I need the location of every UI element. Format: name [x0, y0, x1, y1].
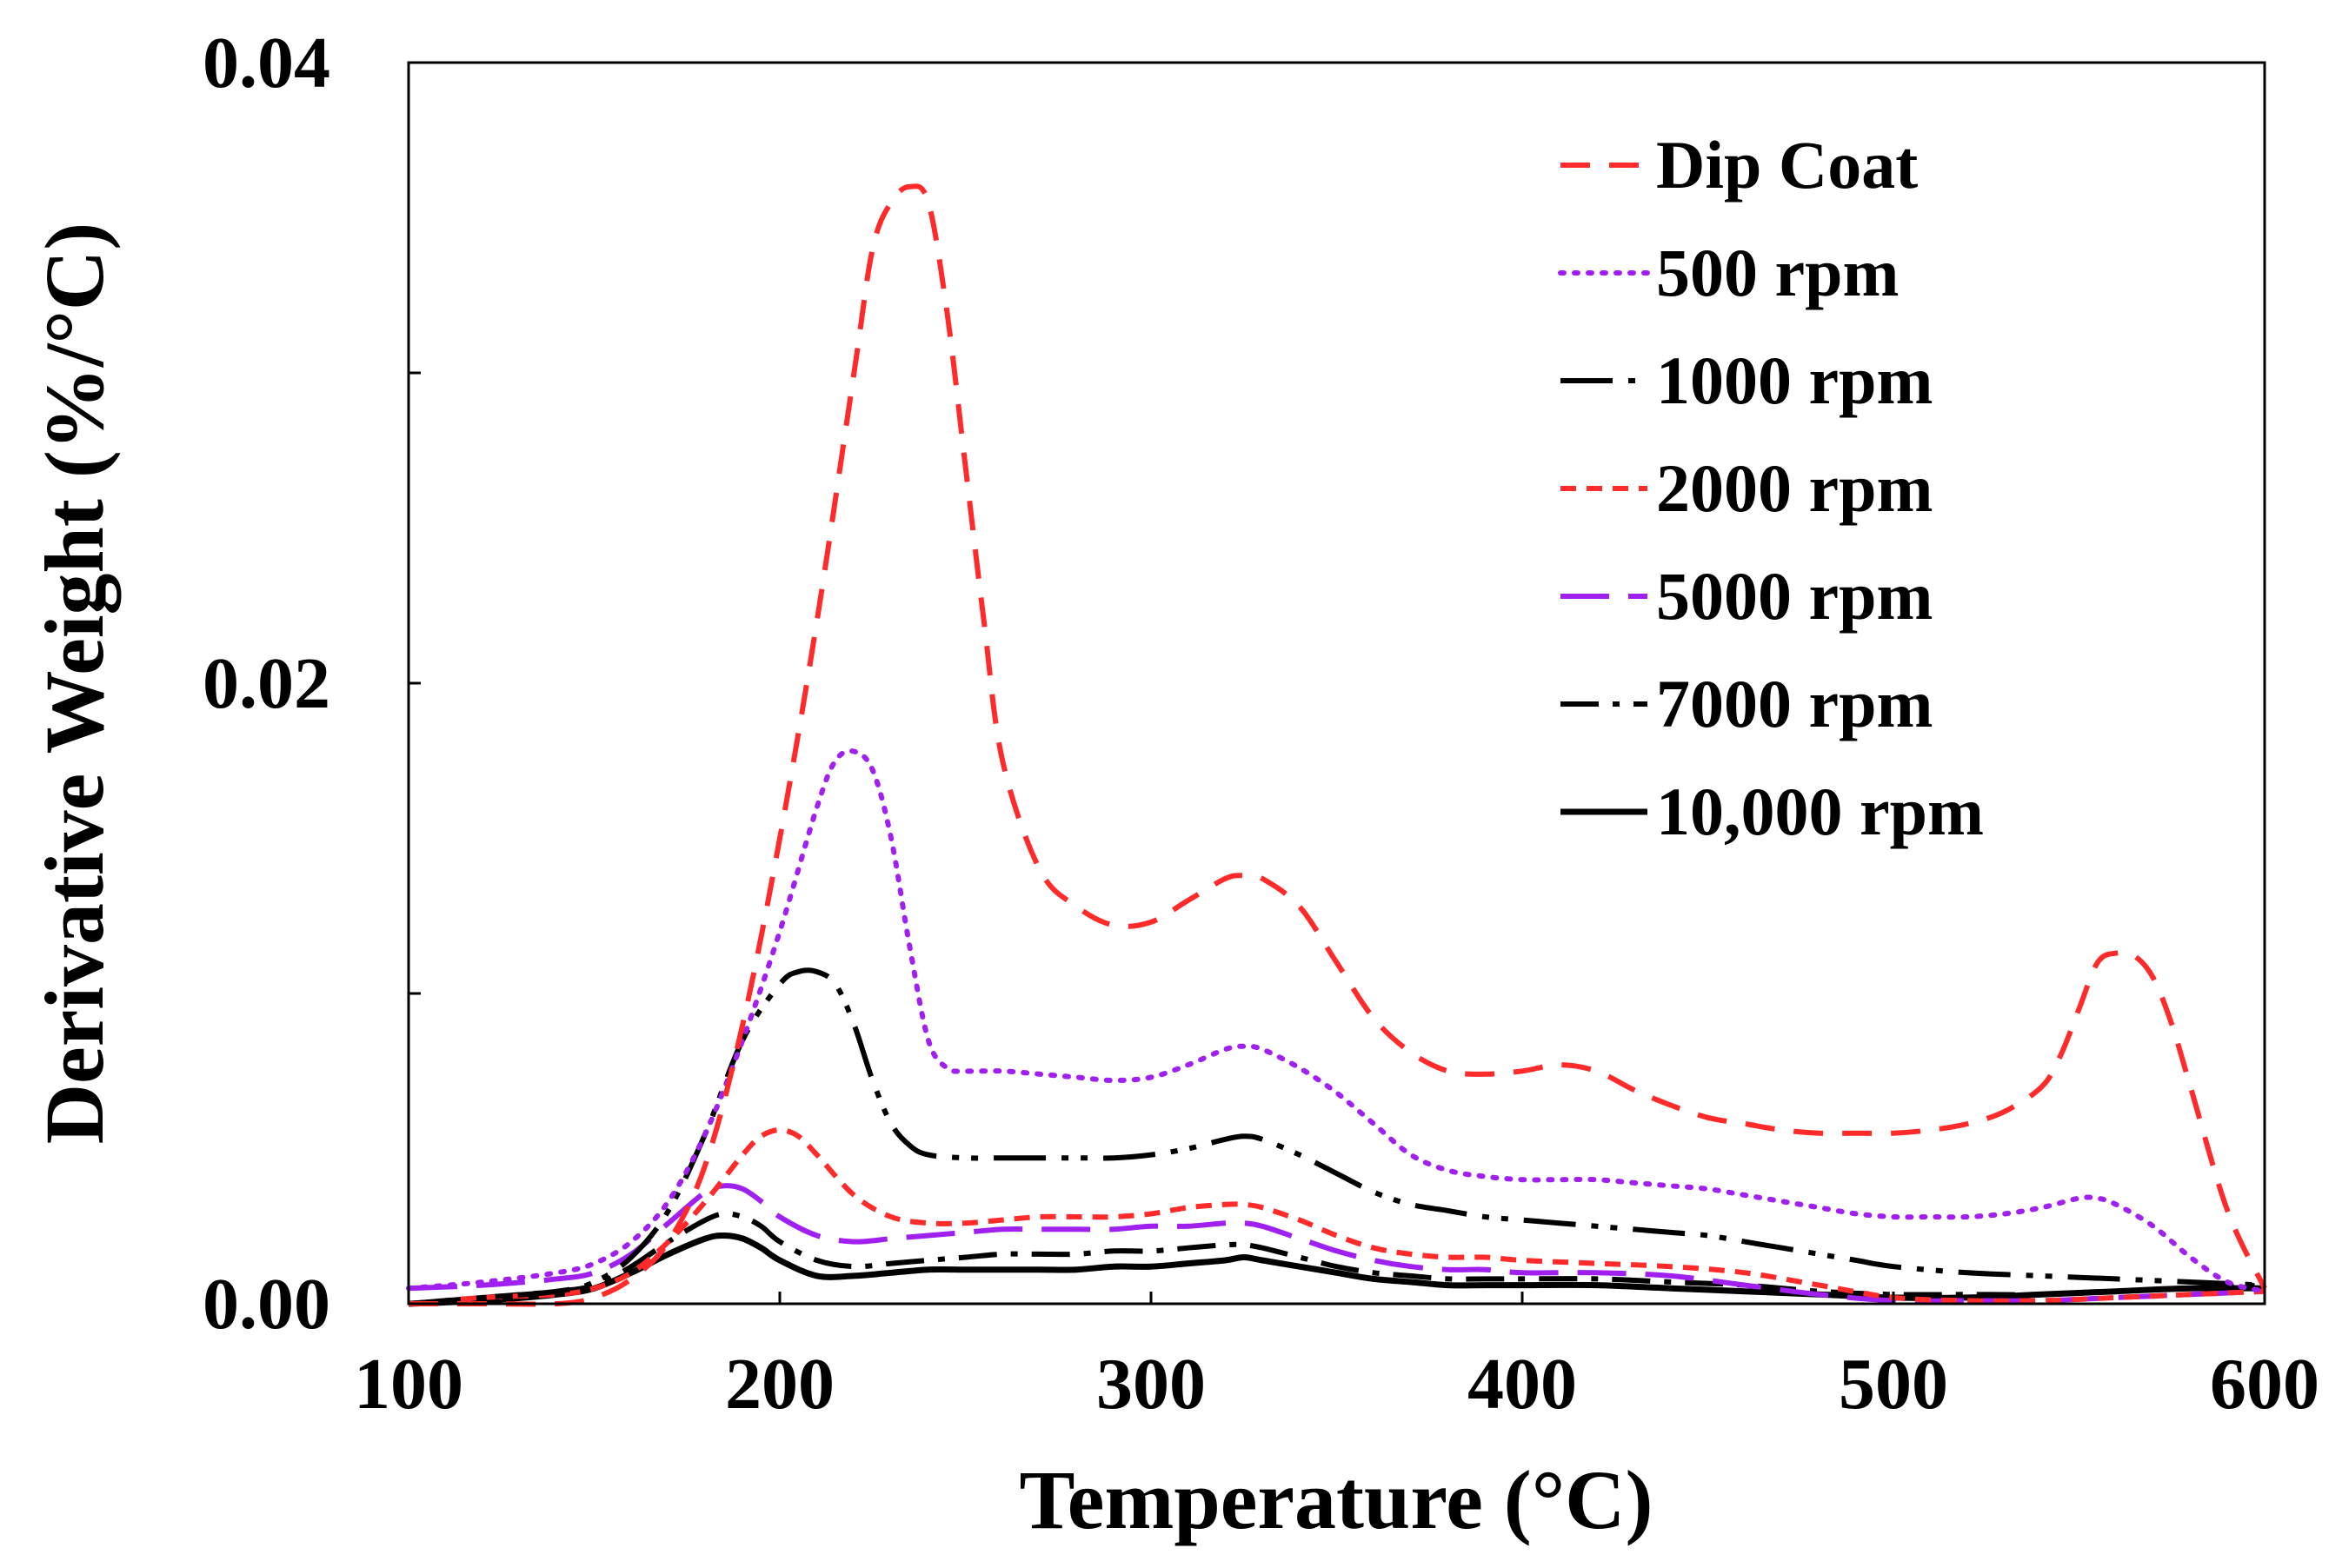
y-tick-label: 0.00 — [203, 1264, 330, 1345]
series-line-7000-rpm — [408, 1211, 2265, 1306]
legend-label-10-000-rpm: 10,000 rpm — [1656, 774, 1984, 849]
series-line-5000-rpm — [408, 1183, 2265, 1304]
series-line-500-rpm — [406, 747, 2267, 1294]
x-axis-title: Temperature (°C) — [1020, 1453, 1653, 1546]
legend-label-5000-rpm: 5000 rpm — [1656, 558, 1933, 634]
axis-ticks: 100 200 300 400 500 600 0.00 0.02 0.04 — [203, 23, 2319, 1425]
x-tick-label: 400 — [1467, 1344, 1577, 1425]
legend-label-2000-rpm: 2000 rpm — [1656, 450, 1933, 526]
y-tick-label: 0.02 — [203, 643, 330, 724]
y-axis-title: Derivative Weight (%/°C) — [28, 223, 121, 1144]
legend-label-7000-rpm: 7000 rpm — [1656, 666, 1933, 741]
legend-label-dip-coat: Dip Coat — [1656, 127, 1918, 203]
legend-label-500-rpm: 500 rpm — [1656, 235, 1899, 310]
x-tick-label: 200 — [725, 1344, 835, 1425]
series-line-2000-rpm — [408, 1127, 2265, 1306]
series-layer — [406, 183, 2267, 1307]
x-tick-label: 600 — [2210, 1344, 2319, 1425]
series-line-dip-coat — [409, 183, 2267, 1307]
x-tick-label: 300 — [1096, 1344, 1206, 1425]
x-tick-label: 500 — [1839, 1344, 1948, 1425]
legend-label-1000-rpm: 1000 rpm — [1656, 342, 1933, 418]
x-tick-label: 100 — [354, 1344, 463, 1425]
series-line-1000-rpm — [408, 967, 2265, 1306]
y-tick-label: 0.04 — [203, 23, 330, 103]
legend: Dip Coat 500 rpm 1000 rpm 2000 rpm 5000 rpm 7… — [1558, 127, 1984, 849]
